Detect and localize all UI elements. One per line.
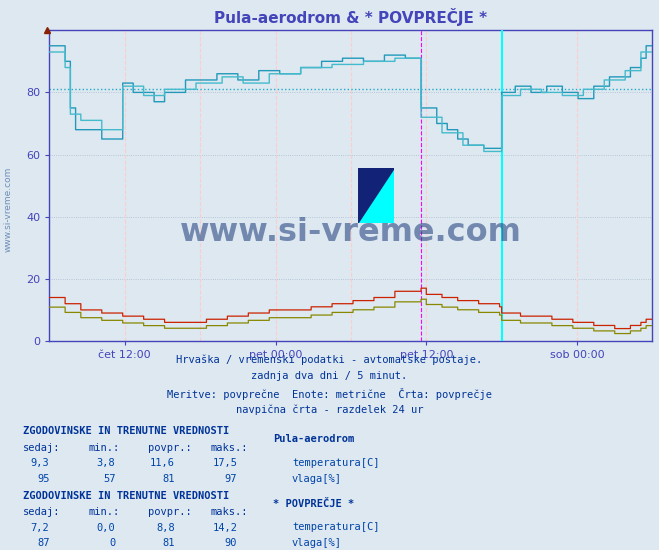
Text: min.:: min.: [89, 507, 120, 517]
Text: vlaga[%]: vlaga[%] [292, 538, 342, 548]
Text: 81: 81 [162, 538, 175, 548]
Text: 0,0: 0,0 [97, 522, 115, 532]
Text: sedaj:: sedaj: [23, 443, 61, 453]
Polygon shape [358, 168, 395, 223]
Title: Pula-aerodrom & * POVPREČJE *: Pula-aerodrom & * POVPREČJE * [214, 8, 488, 26]
Text: 87: 87 [37, 538, 49, 548]
Text: navpična črta - razdelek 24 ur: navpična črta - razdelek 24 ur [236, 404, 423, 415]
Text: vlaga[%]: vlaga[%] [292, 474, 342, 483]
Text: povpr.:: povpr.: [148, 443, 192, 453]
Text: ZGODOVINSKE IN TRENUTNE VREDNOSTI: ZGODOVINSKE IN TRENUTNE VREDNOSTI [23, 426, 229, 436]
Text: Hrvaška / vremenski podatki - avtomatske postaje.: Hrvaška / vremenski podatki - avtomatske… [177, 355, 482, 365]
Text: 95: 95 [37, 474, 49, 483]
Text: zadnja dva dni / 5 minut.: zadnja dva dni / 5 minut. [251, 371, 408, 381]
Text: 90: 90 [225, 538, 237, 548]
Text: 0: 0 [109, 538, 115, 548]
Text: maks.:: maks.: [211, 507, 248, 517]
Text: temperatura[C]: temperatura[C] [292, 522, 380, 532]
Text: 81: 81 [162, 474, 175, 483]
Text: 8,8: 8,8 [156, 522, 175, 532]
Text: 57: 57 [103, 474, 115, 483]
Text: Meritve: povprečne  Enote: metrične  Črta: povprečje: Meritve: povprečne Enote: metrične Črta:… [167, 388, 492, 400]
Text: 17,5: 17,5 [212, 458, 237, 468]
Text: temperatura[C]: temperatura[C] [292, 458, 380, 468]
Text: maks.:: maks.: [211, 443, 248, 453]
Polygon shape [358, 168, 395, 223]
Text: www.si-vreme.com: www.si-vreme.com [3, 166, 13, 252]
Text: sedaj:: sedaj: [23, 507, 61, 517]
Text: 11,6: 11,6 [150, 458, 175, 468]
Text: min.:: min.: [89, 443, 120, 453]
Text: povpr.:: povpr.: [148, 507, 192, 517]
Text: * POVPREČJE *: * POVPREČJE * [273, 499, 355, 509]
Text: 14,2: 14,2 [212, 522, 237, 532]
Text: 9,3: 9,3 [31, 458, 49, 468]
Text: ZGODOVINSKE IN TRENUTNE VREDNOSTI: ZGODOVINSKE IN TRENUTNE VREDNOSTI [23, 491, 229, 501]
Text: www.si-vreme.com: www.si-vreme.com [180, 217, 522, 248]
Text: 97: 97 [225, 474, 237, 483]
Text: 7,2: 7,2 [31, 522, 49, 532]
Text: 3,8: 3,8 [97, 458, 115, 468]
Text: Pula-aerodrom: Pula-aerodrom [273, 434, 355, 444]
